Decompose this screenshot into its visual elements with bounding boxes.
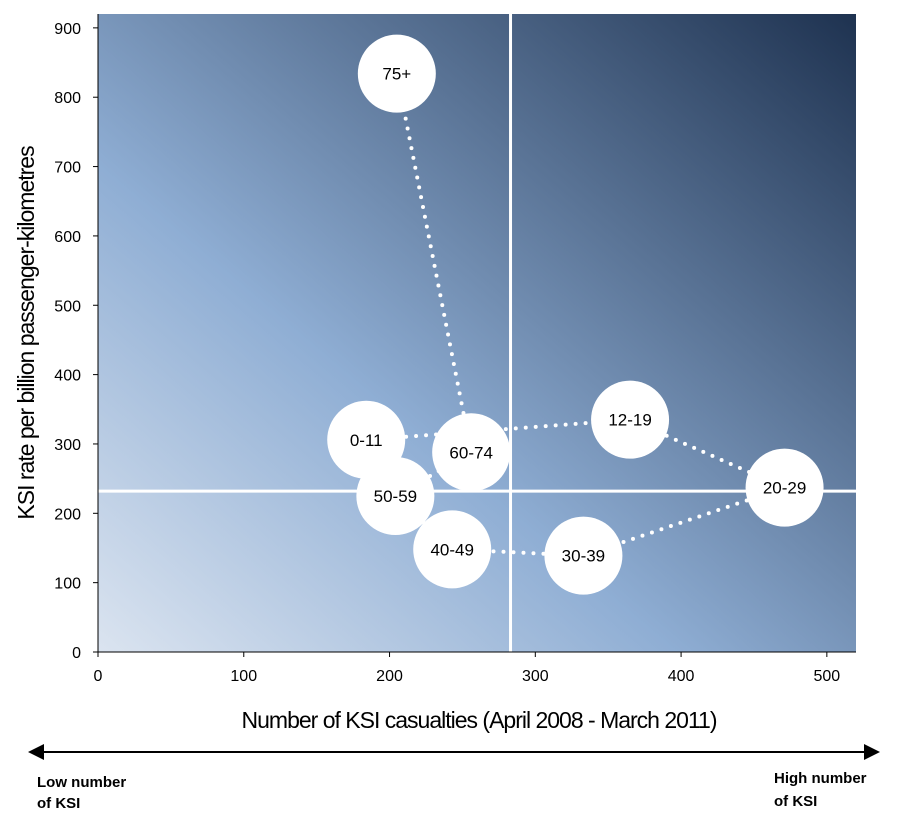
x-tick-label: 300 xyxy=(522,668,549,685)
point-label: 60-74 xyxy=(449,443,492,462)
point-label: 40-49 xyxy=(430,540,473,559)
ksi-scale-arrow xyxy=(28,744,880,760)
data-point-75plus: 75+ xyxy=(357,34,436,113)
point-marker xyxy=(591,380,670,459)
point-marker xyxy=(357,34,436,113)
arrow-right-icon xyxy=(864,744,880,760)
connector-line xyxy=(364,417,633,442)
point-marker xyxy=(356,456,435,535)
point-label: 75+ xyxy=(382,65,411,84)
y-axis-title: KSI rate per billion passenger-kilometre… xyxy=(13,146,39,520)
y-tick-label: 800 xyxy=(54,90,81,107)
x-tick-label: 200 xyxy=(376,668,403,685)
y-tick-label: 300 xyxy=(54,437,81,454)
y-tick-label: 600 xyxy=(54,229,81,246)
connector-line xyxy=(394,71,474,455)
y-tick-label: 700 xyxy=(54,160,81,177)
data-point-20-29: 20-29 xyxy=(745,448,824,527)
x-axis-title: Number of KSI casualties (April 2008 - M… xyxy=(242,707,717,733)
x-tick-label: 500 xyxy=(813,668,840,685)
point-label: 20-29 xyxy=(763,479,806,498)
y-tick-label: 900 xyxy=(54,21,81,38)
arrow-left-icon xyxy=(28,744,44,760)
y-tick-labels: 0 100 200 300 400 500 600 700 800 900 xyxy=(54,21,98,662)
point-label: 30-39 xyxy=(562,547,605,566)
y-tick-label: 500 xyxy=(54,298,81,315)
data-points: 0-11 12-19 20-29 30-39 40-49 50-59 60-74 75+ xyxy=(327,34,824,595)
y-tick-label: 200 xyxy=(54,506,81,523)
point-label: 0-11 xyxy=(350,431,383,450)
data-point-30-39: 30-39 xyxy=(544,516,623,595)
high-ksi-label-line1: High number xyxy=(774,770,867,787)
y-tick-label: 100 xyxy=(54,576,81,593)
point-marker xyxy=(432,413,511,492)
point-label: 50-59 xyxy=(374,487,417,506)
low-ksi-label-line2: of KSI xyxy=(37,795,80,812)
data-point-60-74: 60-74 xyxy=(432,413,511,492)
point-marker xyxy=(413,510,492,589)
data-point-50-59: 50-59 xyxy=(356,456,435,535)
high-ksi-label-line2: of KSI xyxy=(774,793,817,810)
x-tick-label: 0 xyxy=(94,668,103,685)
point-label: 12-19 xyxy=(608,411,651,430)
point-marker xyxy=(544,516,623,595)
low-ksi-label-line1: Low number xyxy=(37,774,126,791)
data-point-40-49: 40-49 xyxy=(413,510,492,589)
axes xyxy=(97,14,856,653)
x-tick-label: 100 xyxy=(230,668,257,685)
y-tick-label: 0 xyxy=(72,645,81,662)
reference-lines xyxy=(98,14,856,652)
point-marker xyxy=(745,448,824,527)
y-tick-label: 400 xyxy=(54,368,81,385)
x-tick-labels: 0 100 200 300 400 500 xyxy=(94,652,840,685)
data-point-12-19: 12-19 xyxy=(591,380,670,459)
x-tick-label: 400 xyxy=(668,668,695,685)
